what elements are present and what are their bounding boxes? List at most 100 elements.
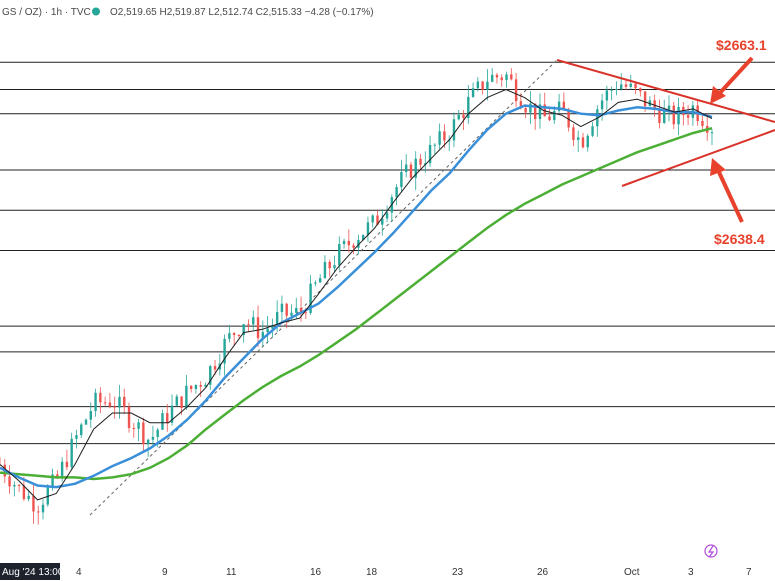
candle-body	[295, 307, 298, 313]
candle-body	[342, 240, 346, 245]
candle-body	[686, 115, 690, 118]
candle-body	[519, 101, 523, 109]
candle-body	[280, 303, 284, 313]
lightning-icon[interactable]	[704, 544, 718, 558]
candle-body	[127, 406, 131, 428]
candle-body	[252, 317, 255, 325]
time-tick-label: 16	[310, 567, 322, 578]
candle-body	[376, 215, 379, 225]
candle-body	[27, 495, 30, 500]
candle-body	[524, 108, 527, 113]
candle-body	[572, 127, 575, 140]
candle-body	[663, 109, 666, 123]
candle-body	[505, 74, 508, 81]
candle-body	[84, 419, 88, 425]
candle-body	[409, 164, 413, 178]
candle-body	[352, 245, 355, 248]
candle-body	[60, 461, 64, 478]
candle-body	[51, 474, 54, 488]
candle-body	[70, 438, 73, 468]
chart-header: GS / OZ) · 1h · TVC O2,519.65 H2,519.87 …	[2, 7, 374, 18]
candle-body	[658, 109, 661, 123]
candle-body	[32, 495, 35, 512]
candle-body	[404, 164, 408, 173]
status-dot-icon	[92, 7, 100, 16]
candle-body	[232, 333, 236, 336]
candle-body	[146, 439, 150, 445]
candle-body	[447, 140, 451, 142]
candle-body	[467, 96, 470, 119]
candle-body	[118, 396, 121, 408]
candle-body	[318, 278, 322, 283]
candle-body	[80, 424, 83, 436]
candle-body	[209, 366, 212, 385]
ma-mid-line[interactable]	[0, 104, 713, 489]
time-axis: Aug '24 13:00 4 9 11 16 18 23 26 Oct 3 7	[2, 567, 752, 578]
candle-body	[213, 366, 217, 370]
candle-body	[500, 77, 503, 81]
candle-body	[529, 103, 532, 113]
candle-body	[486, 81, 489, 90]
candle-body	[142, 422, 145, 445]
candle-body	[199, 385, 202, 387]
candle-body	[189, 385, 193, 390]
candle-body	[567, 109, 570, 128]
candle-body	[247, 324, 250, 326]
candle-body	[581, 137, 585, 148]
ma-slow-line[interactable]	[0, 126, 713, 481]
candle-body	[37, 511, 40, 513]
candle-body	[309, 283, 312, 313]
candle-body	[75, 435, 78, 439]
candle-body	[610, 89, 613, 91]
candle-body	[577, 137, 580, 140]
candle-body	[710, 132, 714, 134]
candle-body	[510, 74, 513, 80]
candle-body	[381, 218, 384, 225]
time-tick-label: 7	[746, 567, 752, 578]
upper-arrow-icon	[710, 56, 754, 104]
time-tick-label: 23	[452, 567, 464, 578]
candle-body	[228, 333, 231, 339]
candle-body	[672, 105, 675, 125]
candle-body	[261, 332, 265, 339]
candle-body	[419, 158, 422, 165]
candle-body	[103, 402, 107, 404]
candle-body	[185, 385, 188, 408]
candle-body	[481, 81, 484, 90]
candle-body	[600, 100, 604, 110]
candle-body	[471, 88, 475, 97]
candle-body	[304, 312, 308, 314]
candle-body	[457, 114, 460, 120]
triangle-upper-line[interactable]	[556, 59, 775, 123]
candle-body	[333, 265, 336, 269]
candle-body	[428, 144, 432, 164]
candle-body	[13, 485, 16, 487]
candle-body	[17, 485, 21, 487]
ohlc-readout: O2,519.65 H2,519.87 L2,512.74 C2,515.33 …	[110, 7, 374, 18]
candle-body	[548, 116, 551, 121]
triangle-lower-line[interactable]	[621, 129, 775, 187]
candle-body	[161, 413, 164, 430]
candle-body	[237, 335, 241, 337]
candle-body	[395, 187, 398, 198]
candle-body	[175, 396, 179, 406]
time-tick-label: 18	[366, 567, 378, 578]
candle-body	[314, 282, 317, 284]
upper-price-label: $2663.1	[716, 37, 767, 53]
candle-body	[643, 91, 647, 107]
candle-body	[170, 405, 174, 423]
price-candles	[0, 67, 714, 525]
candle-body	[443, 131, 446, 141]
candle-body	[285, 303, 288, 316]
candle-body	[290, 312, 293, 316]
candle-body	[605, 90, 609, 101]
candle-body	[634, 83, 637, 89]
lower-price-label: $2638.4	[714, 231, 765, 247]
time-axis-background	[0, 561, 775, 581]
candle-body	[476, 81, 480, 89]
candle-body	[366, 222, 370, 235]
candle-body	[433, 144, 437, 146]
ma-fast-line[interactable]	[0, 88, 713, 501]
candle-body	[204, 384, 207, 387]
